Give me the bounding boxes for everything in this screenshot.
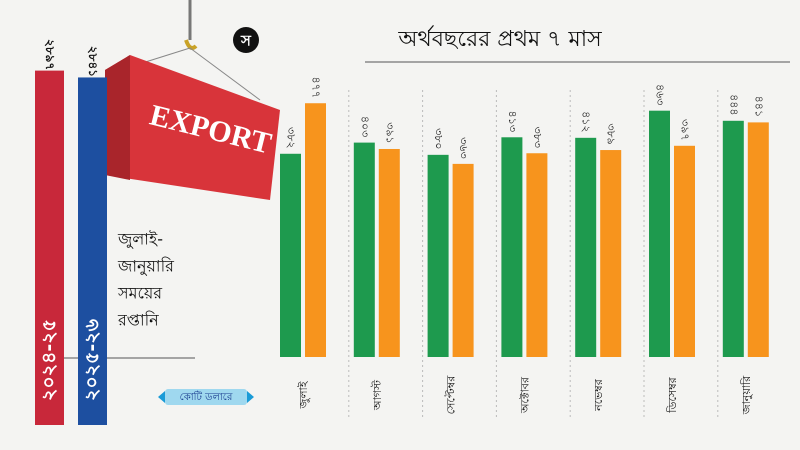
total-label: ২৮৯৭ [43,39,57,70]
value-label: ৩৮৩ [531,127,544,148]
logo-circle [233,27,259,53]
x-tick-label: জুলাই [297,380,310,409]
value-label: ৪৪১ [752,96,765,117]
caption-line: জুলাই- [117,230,163,250]
bar [501,137,523,357]
value-label: ৪১৩ [506,111,519,132]
hook [184,39,198,50]
bar [649,110,670,358]
caption-line: রপ্তানি [117,311,159,330]
legend-label: ২০২৫-২৬ [81,318,103,401]
bar [526,153,548,357]
value-label: ৩৮২ [285,127,298,148]
x-tick-label: সেপ্টেম্বর [445,375,458,415]
caption: জুলাই- জানুয়ারি সময়ের রপ্তানি [117,230,175,330]
container [105,55,280,200]
unit-box [165,389,247,405]
sling [189,47,261,101]
value-label: ৪১২ [580,111,593,132]
x-tick-label: ডিসেম্বর [666,376,679,413]
value-label: ৪৬৩ [654,84,667,105]
value-label: ৪৪৪ [727,94,740,115]
bar [280,153,301,357]
caption-line: সময়ের [117,284,163,303]
logo: স [240,32,252,50]
value-label: ৩৮০ [432,128,445,149]
value-label: ৩৯১ [383,122,396,143]
chart-title: অর্থবছরের প্রথম ৭ মাস [397,25,602,52]
value-label: ৩৮৯ [605,123,618,144]
total-label: ২৮৪১ [86,46,100,77]
legend-label: ২০২৪-২৫ [38,319,60,401]
bar [674,145,695,357]
value-label: ৩৬৩ [457,137,470,158]
x-tick-label: জানুয়ারি [740,375,753,415]
bar [353,142,375,357]
value-label: ৩৯৭ [679,119,692,140]
bar [452,163,474,357]
bar [575,137,597,357]
total-bar [78,77,107,426]
x-tick-label: নভেম্বর [592,378,605,412]
bar [747,122,769,357]
bar [427,154,449,357]
total-bar [35,70,64,425]
bar [305,103,326,358]
container-side [105,55,130,180]
value-label: ৪০৩ [358,116,371,137]
x-tick-label: অক্টোবর [518,376,531,414]
x-tick-label: আগস্ট [371,379,384,411]
value-label: ৪৭৭ [310,77,323,98]
bar [722,120,744,358]
caption-line: জানুয়ারি [117,257,175,276]
unit: কোটি ডলারে [180,390,233,403]
bar [378,148,400,357]
bar [600,150,622,357]
